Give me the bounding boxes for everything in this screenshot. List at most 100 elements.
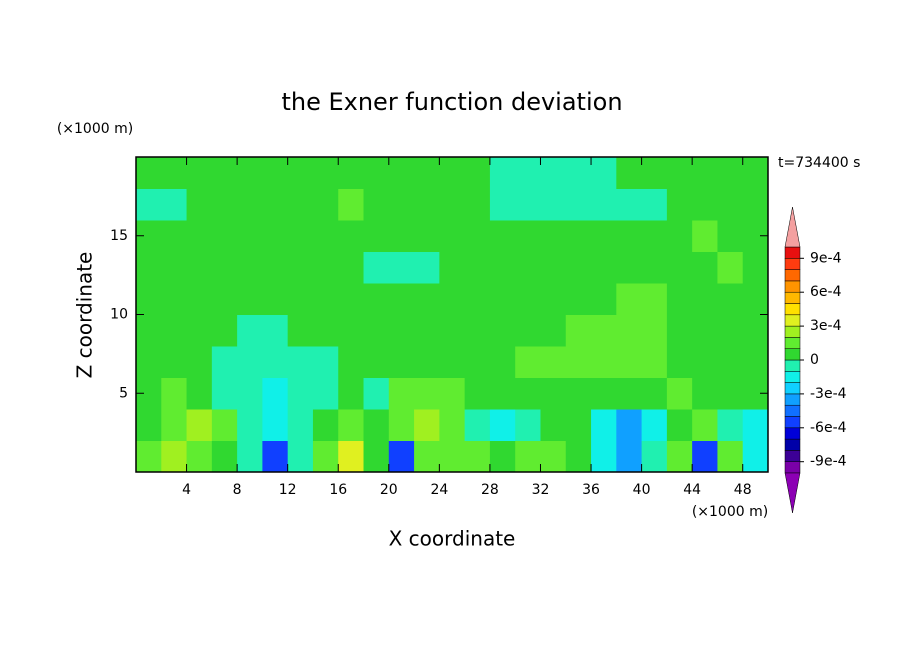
cell bbox=[591, 314, 617, 347]
cell bbox=[565, 314, 592, 347]
cell bbox=[338, 346, 365, 378]
cell bbox=[211, 346, 238, 378]
cell bbox=[666, 220, 693, 252]
cell bbox=[515, 346, 541, 378]
cell bbox=[363, 409, 390, 441]
cell bbox=[237, 220, 263, 252]
cell bbox=[211, 157, 238, 189]
cell bbox=[591, 188, 617, 221]
cell bbox=[489, 377, 516, 410]
cell bbox=[363, 283, 390, 315]
cell bbox=[211, 251, 238, 284]
cell bbox=[211, 283, 238, 315]
cell bbox=[717, 188, 744, 221]
cell bbox=[692, 157, 718, 189]
cell bbox=[616, 409, 643, 441]
colorbar-band bbox=[784, 337, 801, 349]
cell bbox=[489, 409, 516, 441]
cell bbox=[363, 157, 390, 189]
cell bbox=[439, 377, 466, 410]
cell bbox=[439, 283, 466, 315]
cell bbox=[338, 220, 365, 252]
cell bbox=[591, 346, 617, 378]
cell bbox=[565, 440, 592, 473]
colorbar-band bbox=[784, 438, 801, 451]
cell bbox=[414, 440, 440, 473]
cell bbox=[515, 220, 541, 252]
cell bbox=[742, 440, 769, 473]
cell bbox=[692, 251, 718, 284]
cell bbox=[717, 409, 744, 441]
cell bbox=[439, 314, 466, 347]
x-tick-label: 48 bbox=[734, 482, 752, 498]
cell bbox=[262, 188, 289, 221]
cell bbox=[616, 251, 643, 284]
cell bbox=[262, 220, 289, 252]
cell bbox=[262, 377, 289, 410]
cell bbox=[565, 409, 592, 441]
cell bbox=[692, 346, 718, 378]
cell bbox=[565, 346, 592, 378]
cell bbox=[641, 251, 668, 284]
x-tick-label: 12 bbox=[279, 482, 297, 498]
cell bbox=[161, 409, 188, 441]
cell bbox=[211, 440, 238, 473]
cell bbox=[515, 314, 541, 347]
cell bbox=[591, 440, 617, 473]
cell bbox=[464, 283, 491, 315]
cell bbox=[287, 188, 314, 221]
cell bbox=[489, 188, 516, 221]
cell bbox=[186, 409, 213, 441]
cell bbox=[464, 251, 491, 284]
x-tick-label: 24 bbox=[430, 482, 448, 498]
x-tick-label: 28 bbox=[481, 482, 499, 498]
y-unit: (×1000 m) bbox=[57, 121, 133, 137]
cell bbox=[414, 283, 440, 315]
x-tick-label: 4 bbox=[182, 482, 191, 498]
chart-title: the Exner function deviation bbox=[281, 88, 622, 116]
cell bbox=[312, 283, 339, 315]
cell bbox=[717, 251, 744, 284]
cell bbox=[136, 283, 162, 315]
cell bbox=[666, 188, 693, 221]
cell bbox=[641, 346, 668, 378]
cell bbox=[211, 314, 238, 347]
cell bbox=[388, 377, 415, 410]
cell bbox=[161, 157, 188, 189]
colorbar-tick-label: -9e-4 bbox=[810, 454, 847, 470]
cell bbox=[515, 377, 541, 410]
colorbar-tick-label: 3e-4 bbox=[810, 318, 842, 334]
cell bbox=[641, 157, 668, 189]
cell bbox=[338, 377, 365, 410]
cell bbox=[565, 283, 592, 315]
cell bbox=[186, 251, 213, 284]
cell bbox=[388, 157, 415, 189]
cell bbox=[136, 251, 162, 284]
x-tick-label: 32 bbox=[532, 482, 550, 498]
cell bbox=[616, 157, 643, 189]
cell bbox=[312, 314, 339, 347]
colorbar-under bbox=[784, 472, 801, 514]
cell bbox=[641, 314, 668, 347]
cell bbox=[515, 157, 541, 189]
cell bbox=[717, 377, 744, 410]
cell bbox=[591, 283, 617, 315]
cell bbox=[464, 346, 491, 378]
cell bbox=[363, 220, 390, 252]
cell bbox=[414, 377, 440, 410]
cell bbox=[237, 377, 263, 410]
cell bbox=[237, 251, 263, 284]
time-label: t=734400 s bbox=[778, 155, 860, 171]
cell bbox=[439, 188, 466, 221]
cell bbox=[616, 220, 643, 252]
cell bbox=[237, 188, 263, 221]
cell bbox=[666, 377, 693, 410]
cell bbox=[186, 377, 213, 410]
cell bbox=[262, 157, 289, 189]
x-axis-title: X coordinate bbox=[389, 527, 516, 551]
cell bbox=[414, 251, 440, 284]
cell bbox=[161, 283, 188, 315]
cell bbox=[666, 283, 693, 315]
cell bbox=[540, 283, 567, 315]
